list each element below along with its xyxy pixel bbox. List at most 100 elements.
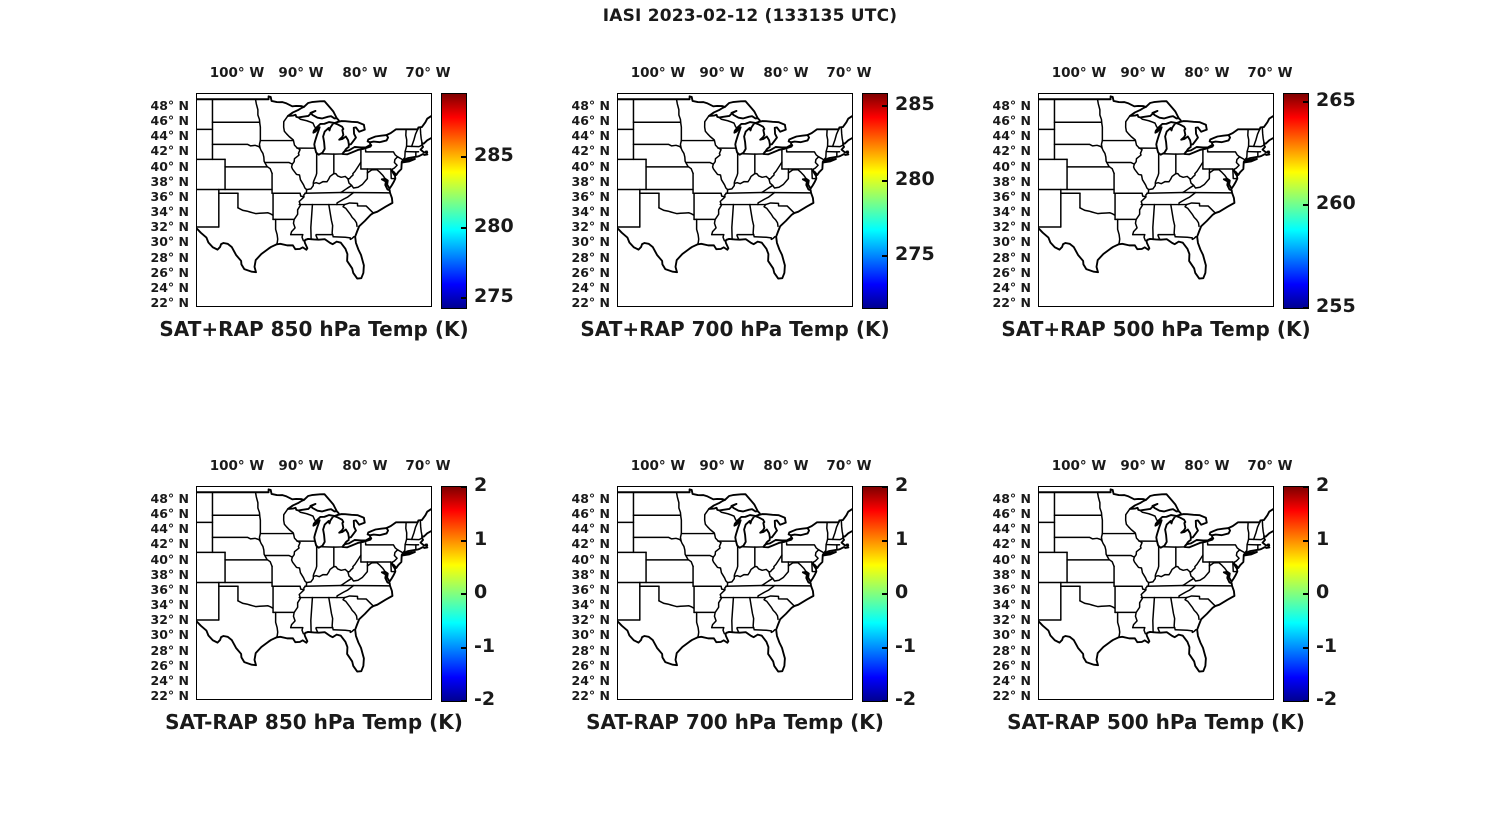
colorbar-tick xyxy=(882,700,887,702)
lon-tick-label: 80° W xyxy=(763,65,809,81)
colorbar-tick-label: -1 xyxy=(895,635,917,657)
colorbar-tick xyxy=(882,647,887,649)
lat-tick-label: 26° N xyxy=(150,658,189,673)
lat-tick-label: 30° N xyxy=(571,234,610,249)
colorbar-tick-label: 1 xyxy=(895,528,909,550)
lat-tick-label: 26° N xyxy=(571,658,610,673)
lat-tick-label: 40° N xyxy=(992,159,1031,174)
panel-caption: SAT+RAP 850 hPa Temp (K) xyxy=(159,317,469,341)
lat-tick-label: 38° N xyxy=(992,174,1031,189)
colorbar-tick xyxy=(461,156,466,158)
lat-tick-label: 44° N xyxy=(992,128,1031,143)
panel-caption: SAT+RAP 700 hPa Temp (K) xyxy=(580,317,890,341)
lat-tick-label: 36° N xyxy=(150,582,189,597)
lat-tick-label: 22° N xyxy=(992,688,1031,703)
jet-colorbar xyxy=(862,93,888,309)
colorbar-tick-label: 1 xyxy=(1316,528,1330,550)
us-basemap xyxy=(197,95,431,280)
lat-tick-label: 28° N xyxy=(571,643,610,658)
lat-tick-label: 44° N xyxy=(992,521,1031,536)
panel-caption: SAT-RAP 700 hPa Temp (K) xyxy=(586,710,884,734)
lat-tick-label: 24° N xyxy=(571,673,610,688)
colorbar-tick-label: 2 xyxy=(474,474,488,496)
colorbar-tick-label: 1 xyxy=(474,528,488,550)
lon-tick-label: 100° W xyxy=(1051,65,1107,81)
lat-tick-label: 22° N xyxy=(150,688,189,703)
colorbar-tick xyxy=(882,593,887,595)
colorbar-tick-label: 280 xyxy=(895,168,935,190)
panel-caption: SAT-RAP 850 hPa Temp (K) xyxy=(165,710,463,734)
lon-tick-label: 70° W xyxy=(826,65,872,81)
lat-tick-label: 48° N xyxy=(150,98,189,113)
us-basemap xyxy=(1039,95,1273,280)
lat-tick-label: 34° N xyxy=(571,597,610,612)
map-panel-sat-minus-rap-850: 100° W 90° W 80° W 70° W 48° N 46° N 44° N 42° … xyxy=(151,458,496,734)
us-basemap xyxy=(197,488,431,673)
map-panel-sat-minus-rap-700: 100° W 90° W 80° W 70° W 48° N 46° N 44° N 42° … xyxy=(572,458,917,734)
lat-tick-label: 30° N xyxy=(992,627,1031,642)
lat-tick-label: 34° N xyxy=(992,204,1031,219)
colorbar-tick-label: 285 xyxy=(895,93,935,115)
lat-tick-label: 44° N xyxy=(571,128,610,143)
lon-tick-label: 80° W xyxy=(1184,458,1230,474)
lat-tick-label: 32° N xyxy=(571,219,610,234)
lon-tick-label: 100° W xyxy=(630,458,686,474)
colorbar-gradient xyxy=(442,94,466,308)
lat-tick-label: 38° N xyxy=(571,174,610,189)
colorbar-tick-label: -2 xyxy=(474,688,496,710)
lat-tick-label: 22° N xyxy=(150,295,189,310)
colorbar-tick-label: 0 xyxy=(474,581,488,603)
lon-tick-label: 90° W xyxy=(278,458,324,474)
us-basemap xyxy=(618,488,852,673)
colorbar-tick xyxy=(1303,307,1308,309)
panel-caption: SAT-RAP 500 hPa Temp (K) xyxy=(1007,710,1305,734)
colorbar-tick xyxy=(882,105,887,107)
lat-tick-label: 28° N xyxy=(571,250,610,265)
lon-tick-label: 100° W xyxy=(630,65,686,81)
colorbar-tick xyxy=(1303,486,1308,488)
lat-tick-label: 38° N xyxy=(150,174,189,189)
lon-tick-label: 80° W xyxy=(1184,65,1230,81)
colorbar-tick xyxy=(461,700,466,702)
map-panel-sat-plus-rap-700: 100° W 90° W 80° W 70° W 48° N 46° N 44° N 42° … xyxy=(572,65,935,341)
lat-tick-label: 34° N xyxy=(150,597,189,612)
lat-tick-label: 46° N xyxy=(571,113,610,128)
lat-tick-label: 30° N xyxy=(150,627,189,642)
colorbar-tick-label: 285 xyxy=(474,144,514,166)
us-basemap xyxy=(1039,488,1273,673)
lat-tick-label: 30° N xyxy=(992,234,1031,249)
lat-tick-label: 28° N xyxy=(992,250,1031,265)
map-axes xyxy=(617,486,853,700)
lat-tick-label: 36° N xyxy=(571,582,610,597)
lat-tick-label: 34° N xyxy=(150,204,189,219)
colorbar-tick-label: 2 xyxy=(1316,474,1330,496)
colorbar-tick xyxy=(1303,204,1308,206)
lat-tick-label: 48° N xyxy=(150,491,189,506)
lat-tick-label: 26° N xyxy=(571,265,610,280)
colorbar-tick-label: -2 xyxy=(1316,688,1338,710)
lat-tick-label: 44° N xyxy=(150,521,189,536)
lat-tick-label: 32° N xyxy=(150,612,189,627)
lat-tick-label: 46° N xyxy=(150,506,189,521)
lat-tick-label: 26° N xyxy=(992,658,1031,673)
lon-tick-label: 70° W xyxy=(405,65,451,81)
lat-tick-label: 42° N xyxy=(992,143,1031,158)
lat-tick-label: 44° N xyxy=(150,128,189,143)
lat-tick-label: 24° N xyxy=(150,280,189,295)
lat-tick-label: 42° N xyxy=(150,536,189,551)
lat-tick-label: 32° N xyxy=(150,219,189,234)
lon-tick-label: 80° W xyxy=(342,458,388,474)
colorbar-tick xyxy=(882,486,887,488)
lat-tick-label: 24° N xyxy=(992,673,1031,688)
lon-tick-label: 100° W xyxy=(1051,458,1107,474)
colorbar-tick xyxy=(882,180,887,182)
lat-tick-label: 48° N xyxy=(571,98,610,113)
colorbar-tick xyxy=(882,540,887,542)
map-axes xyxy=(196,486,432,700)
lon-tick-label: 90° W xyxy=(1120,458,1166,474)
lat-tick-label: 44° N xyxy=(571,521,610,536)
colorbar-tick xyxy=(461,593,466,595)
lat-tick-label: 24° N xyxy=(992,280,1031,295)
colorbar-tick xyxy=(461,486,466,488)
lon-tick-label: 90° W xyxy=(699,458,745,474)
